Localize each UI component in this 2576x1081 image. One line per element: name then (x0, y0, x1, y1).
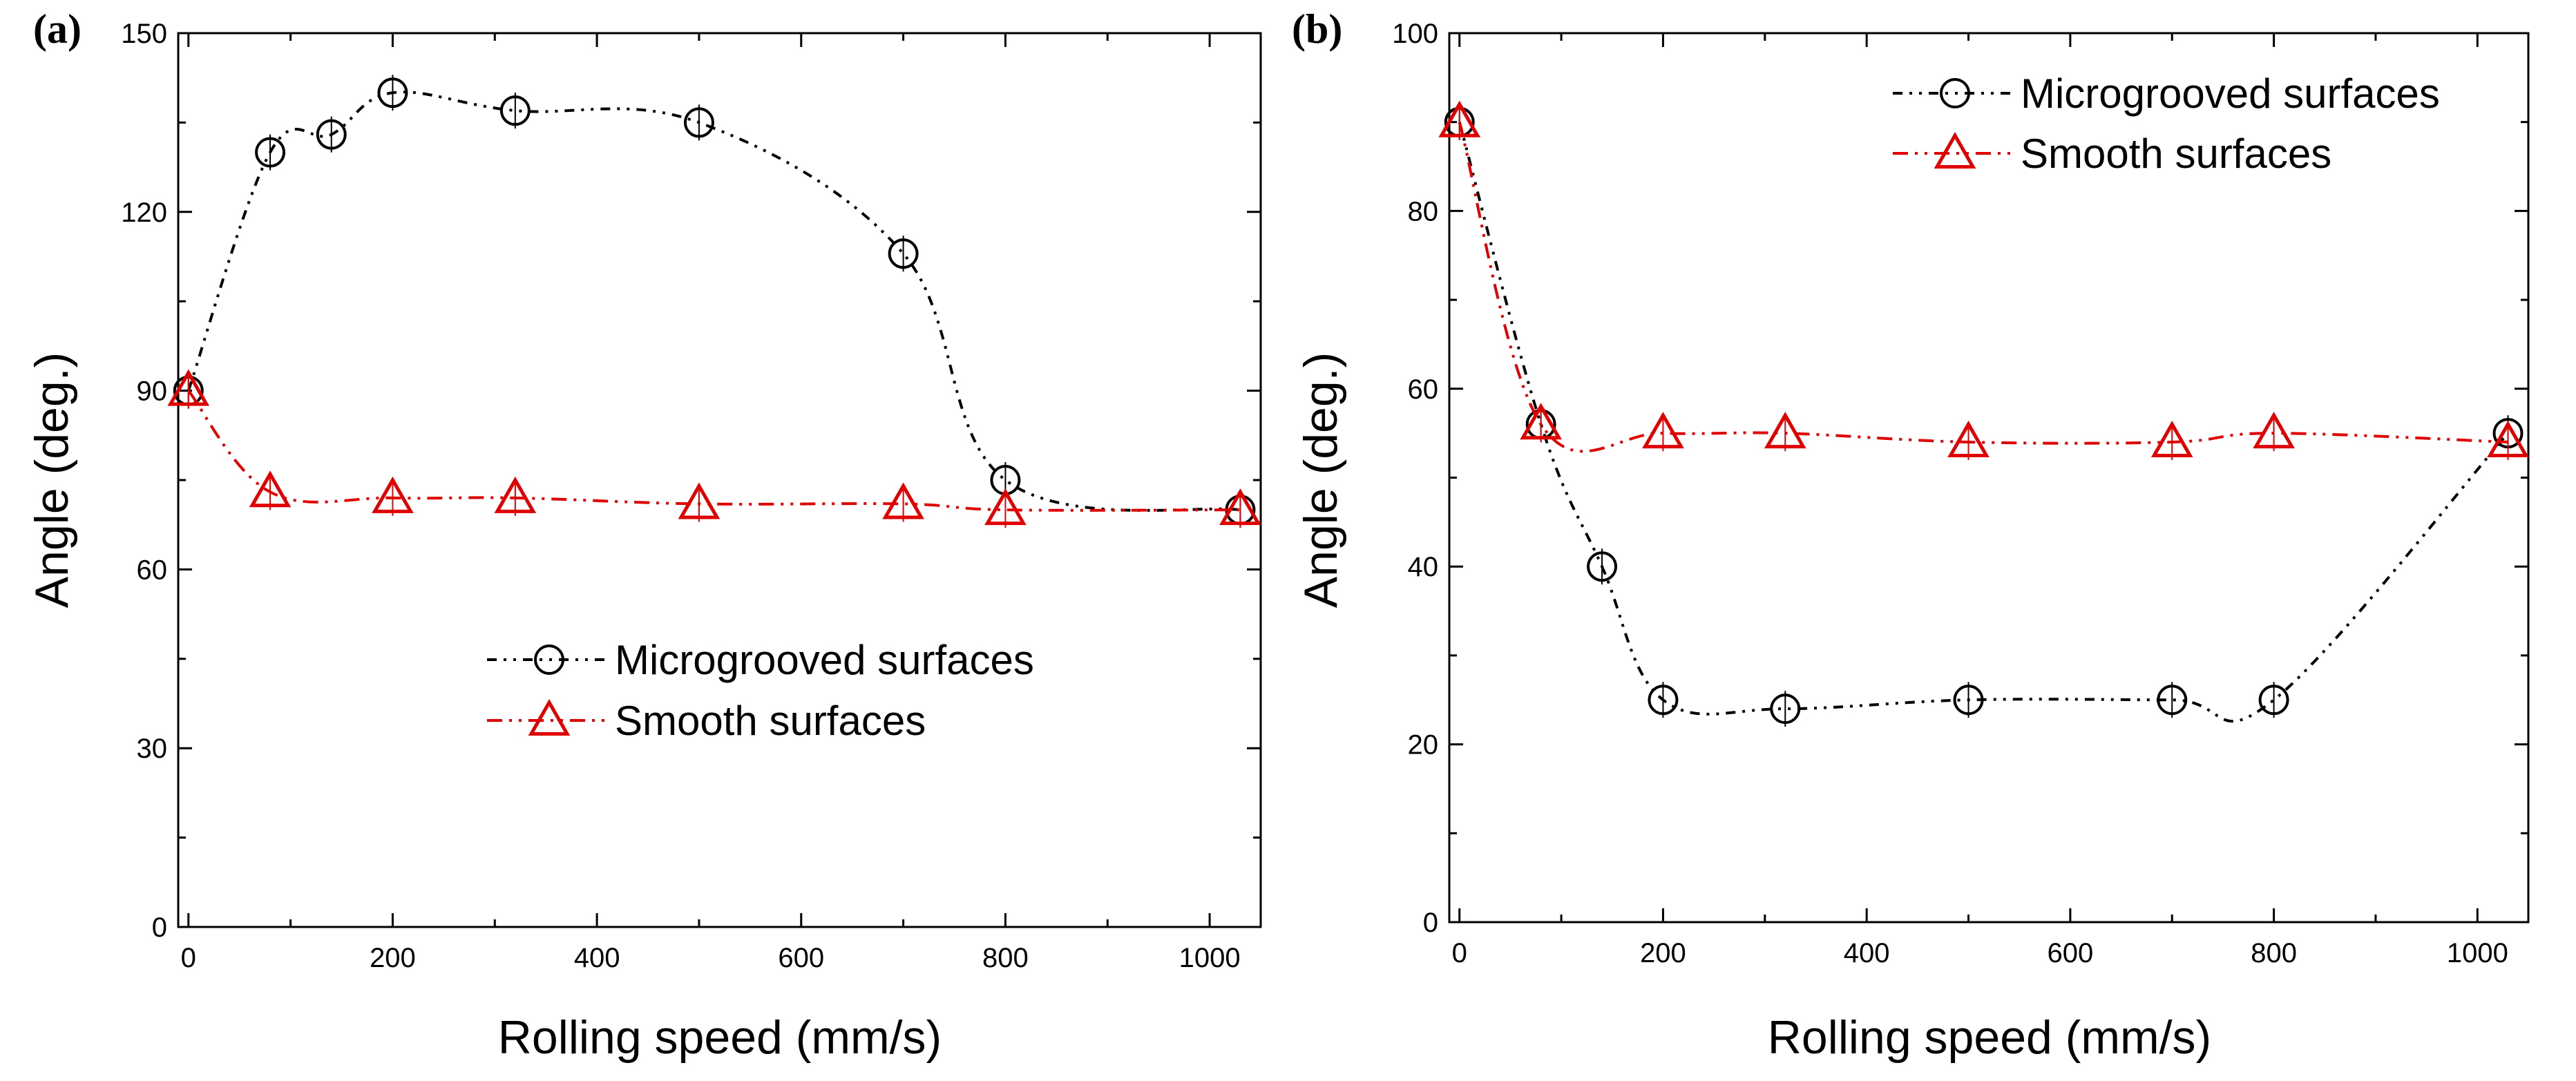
data-point (683, 107, 714, 138)
plot-frame (1448, 32, 2530, 924)
data-point (2253, 412, 2295, 449)
x-tick-label: 800 (982, 943, 1029, 973)
legend-label: Microgrooved surfaces (2021, 70, 2440, 117)
legend-label: Microgrooved surfaces (615, 637, 1034, 683)
data-point (2157, 685, 2188, 716)
data-point (1642, 412, 1684, 449)
y-tick-label: 40 (1408, 552, 1439, 582)
data-point (678, 482, 721, 519)
data-point (2487, 420, 2529, 458)
series-smooth (167, 369, 1261, 528)
y-axis-title: Angle (deg.) (1295, 352, 1347, 608)
data-point (499, 95, 531, 126)
y-tick-label: 0 (1423, 908, 1438, 938)
x-tick-label: 600 (2048, 938, 2094, 968)
x-tick-label: 1000 (2447, 938, 2508, 968)
chart-panel-2: 0 200 400 600 800 1000 0 20 40 60 80 100 Rolling spe… (1292, 6, 2530, 1064)
panel-label: (a) (33, 6, 82, 52)
legend-marker (528, 698, 571, 736)
series-microgrooved (173, 75, 1256, 528)
data-point (1520, 403, 1562, 440)
legend-marker (1940, 78, 1970, 108)
x-tick-label: 400 (1844, 938, 1890, 968)
legend-marker (1934, 131, 1976, 169)
series-line (187, 90, 1241, 512)
x-axis-title: Rolling speed (mm/s) (498, 1011, 942, 1064)
series-microgrooved (1444, 104, 2523, 727)
data-point (882, 482, 924, 519)
y-tick-label: 80 (1408, 196, 1439, 227)
data-point (372, 476, 414, 513)
y-tick-label: 120 (121, 198, 167, 228)
chart-panel-1: 0 200 400 600 800 1000 0 30 60 90 120 150 Rolling sp… (26, 6, 1262, 1064)
legend-marker (534, 644, 564, 675)
data-point (1764, 412, 1806, 449)
series-line (1458, 122, 2510, 723)
series-line (1458, 122, 2508, 453)
x-tick-label: 600 (778, 943, 824, 973)
data-point (316, 119, 347, 150)
y-axis-title: Angle (deg.) (26, 352, 78, 608)
y-tick-label: 60 (1408, 374, 1439, 405)
data-point (1770, 693, 1801, 725)
y-tick-label: 20 (1408, 730, 1439, 760)
y-tick-label: 30 (137, 734, 168, 764)
data-point (255, 137, 286, 168)
y-tick-label: 100 (1392, 19, 1438, 49)
data-point (1587, 551, 1618, 582)
x-tick-label: 200 (1640, 938, 1686, 968)
data-point (888, 238, 919, 269)
x-axis-title: Rolling speed (mm/s) (1768, 1011, 2211, 1064)
y-tick-label: 60 (137, 555, 168, 585)
legend: Microgrooved surfaces Smooth surfaces (487, 637, 1034, 744)
legend-label: Smooth surfaces (2021, 131, 2331, 177)
plot-frame (177, 32, 1262, 928)
x-tick-label: 0 (1452, 938, 1467, 968)
legend: Microgrooved surfaces Smooth surfaces (1893, 70, 2440, 177)
x-tick-label: 200 (370, 943, 416, 973)
x-tick-label: 800 (2251, 938, 2297, 968)
x-tick-label: 400 (574, 943, 620, 973)
x-tick-label: 1000 (1179, 943, 1241, 973)
data-point (1219, 488, 1261, 526)
data-point (494, 476, 537, 513)
data-point (1648, 685, 1679, 716)
series-smooth (1438, 100, 2529, 461)
legend-label: Smooth surfaces (615, 698, 926, 744)
data-point (377, 77, 408, 108)
data-point (1947, 420, 1990, 458)
data-point (1438, 100, 1481, 137)
y-tick-label: 150 (121, 19, 167, 49)
y-tick-label: 90 (137, 376, 168, 407)
data-point (249, 470, 292, 508)
x-tick-label: 0 (181, 943, 196, 973)
series-line (187, 390, 1241, 512)
data-point (167, 369, 210, 406)
data-point (984, 488, 1027, 526)
y-tick-label: 0 (152, 912, 167, 943)
data-point (2258, 685, 2289, 716)
panel-label: (b) (1292, 6, 1342, 52)
data-point (1953, 685, 1984, 716)
data-point (2150, 420, 2193, 458)
